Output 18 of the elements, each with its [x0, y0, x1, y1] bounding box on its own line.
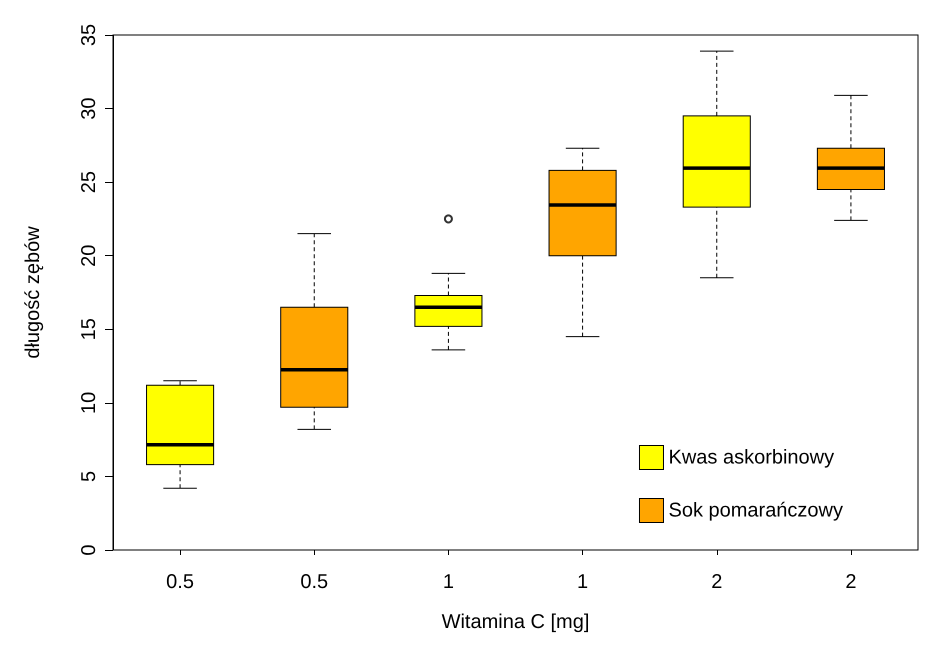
x-tick-label: 2 — [711, 571, 722, 593]
y-tick-label: 35 — [78, 24, 100, 46]
legend-label: Kwas askorbinowy — [668, 446, 834, 468]
y-tick-label: 30 — [78, 97, 100, 120]
y-tick-label: 25 — [78, 171, 100, 194]
y-tick-label: 20 — [78, 244, 100, 267]
x-axis-title: Witamina C [mg] — [442, 611, 590, 633]
y-tick-label: 10 — [78, 392, 100, 414]
y-tick-label: 15 — [78, 318, 100, 340]
y-tick-label: 5 — [78, 470, 100, 482]
y-tick-label: 0 — [78, 544, 100, 556]
y-axis-title: długość zębów — [22, 226, 44, 359]
x-tick-label: 0.5 — [166, 571, 194, 593]
legend-label: Sok pomarańczowy — [668, 500, 844, 522]
x-tick-label: 1 — [442, 571, 454, 593]
x-tick-label: 2 — [845, 571, 856, 593]
x-tick-label: 0.5 — [300, 571, 328, 593]
x-tick-label: 1 — [577, 571, 588, 593]
